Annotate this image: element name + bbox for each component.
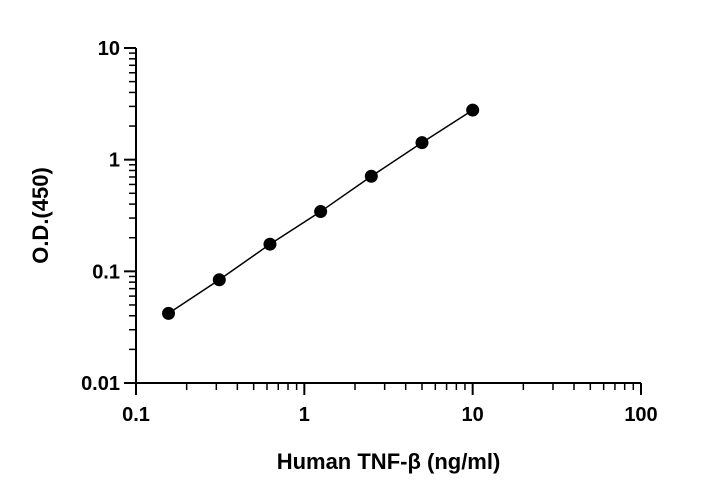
data-point [162, 306, 176, 320]
y-tick-label: 10 [98, 38, 120, 60]
data-point [364, 169, 378, 183]
x-tick-label: 0.1 [122, 404, 150, 426]
data-point [212, 273, 226, 287]
x-tick-label: 1 [299, 404, 310, 426]
x-axis: 0.1 1 10 100 [122, 382, 658, 426]
y-tick-label: 1 [109, 150, 120, 172]
y-tick-label: 0.1 [92, 261, 120, 283]
y-axis: 0.01 0.1 1 10 [81, 38, 137, 395]
y-axis-title: O.D.(450) [28, 167, 53, 264]
x-tick-label: 10 [462, 404, 484, 426]
data-point [314, 205, 328, 219]
x-tick-label: 100 [624, 404, 657, 426]
data-point [263, 237, 277, 251]
data-point [415, 136, 429, 150]
x-axis-title: Human TNF-β (ng/ml) [277, 449, 501, 474]
y-tick-label: 0.01 [81, 373, 120, 395]
series-layer [162, 103, 480, 320]
data-point [466, 103, 480, 117]
